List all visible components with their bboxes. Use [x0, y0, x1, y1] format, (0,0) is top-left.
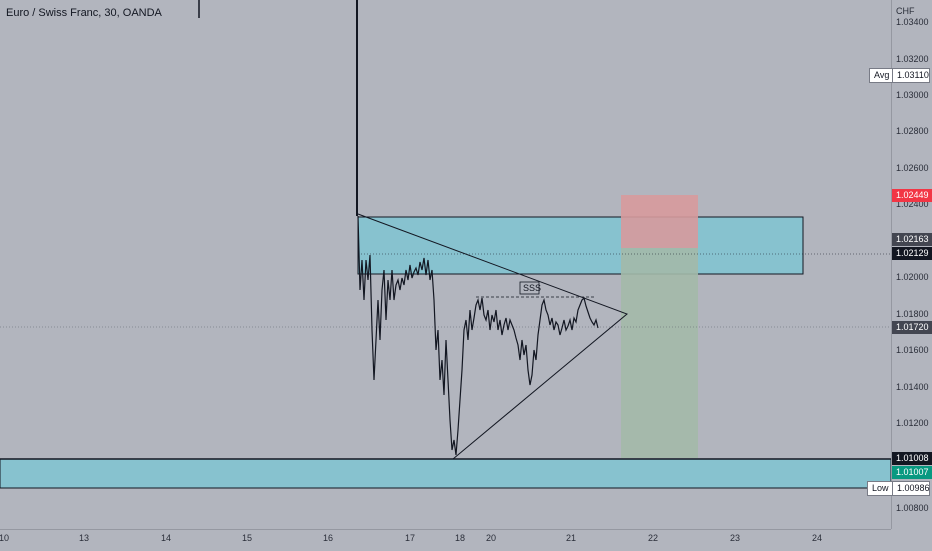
time-label: 10	[0, 533, 9, 543]
zone-top-price-tag: 1.02163	[892, 233, 932, 246]
time-label: 20	[486, 533, 496, 543]
time-label: 18	[455, 533, 465, 543]
time-label: 22	[648, 533, 658, 543]
chart-canvas[interactable]	[0, 0, 891, 529]
axis-label: 1.03200	[896, 54, 929, 64]
take-profit-area[interactable]	[621, 248, 698, 458]
axis-label: 1.02600	[896, 163, 929, 173]
avg-label: Avg	[869, 68, 894, 83]
axis-label: 1.01200	[896, 418, 929, 428]
avg-value-tag: 1.03110	[892, 68, 930, 83]
low-label: Low	[867, 481, 894, 496]
time-label: 24	[812, 533, 822, 543]
axis-label: 1.01400	[896, 382, 929, 392]
time-label: 13	[79, 533, 89, 543]
axis-label: 1.01600	[896, 345, 929, 355]
axis-label: 1.01800	[896, 309, 929, 319]
sss-label: SSS	[521, 282, 543, 295]
time-label: 23	[730, 533, 740, 543]
demand-zone[interactable]	[0, 459, 891, 488]
time-label: 21	[566, 533, 576, 543]
time-axis[interactable]	[0, 529, 891, 551]
axis-label: 1.00800	[896, 503, 929, 513]
time-label: 16	[323, 533, 333, 543]
axis-label: 1.02000	[896, 272, 929, 282]
time-label: 14	[161, 533, 171, 543]
time-label: 17	[405, 533, 415, 543]
green-price-tag: 1.01007	[892, 466, 932, 479]
axis-currency: CHF	[896, 6, 915, 16]
time-label: 15	[242, 533, 252, 543]
low-value-tag: 1.00986	[892, 481, 930, 496]
support-price-tag: 1.01008	[892, 452, 932, 465]
stop-loss-area[interactable]	[621, 195, 698, 248]
axis-label: 1.02800	[896, 126, 929, 136]
stop-price-tag: 1.02449	[892, 189, 932, 202]
zone-mid-price-tag: 1.02129	[892, 247, 932, 260]
axis-label: 1.03400	[896, 17, 929, 27]
axis-label: 1.03000	[896, 90, 929, 100]
current-price-tag: 1.01720	[892, 321, 932, 334]
